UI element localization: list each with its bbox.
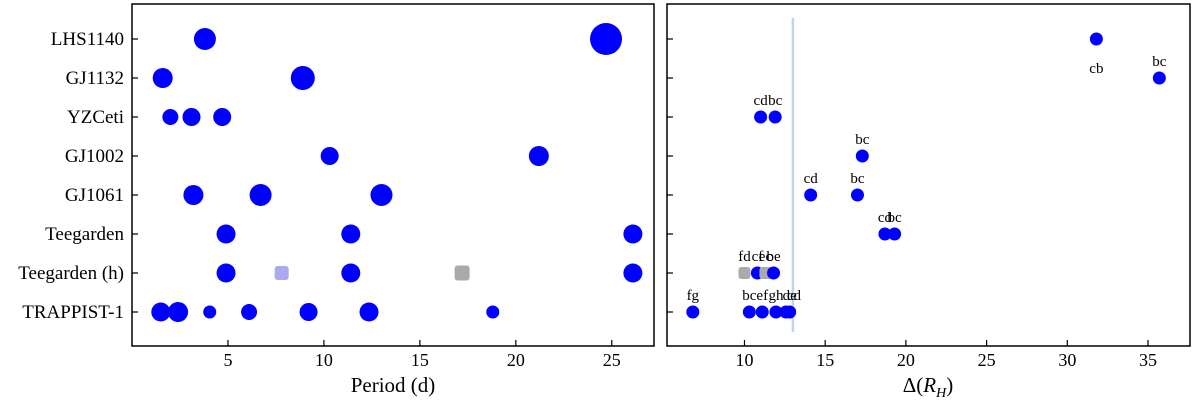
- x-tick-label: 25: [978, 350, 996, 370]
- pair-marker: [686, 305, 700, 319]
- planet-marker: [216, 263, 236, 283]
- system-label: Teegarden: [45, 224, 124, 245]
- pair-marker: [850, 188, 864, 202]
- x-tick-label: 15: [816, 350, 834, 370]
- hypothetical-planet-marker: [454, 265, 470, 281]
- planet-marker: [203, 305, 217, 319]
- pair-marker: [888, 227, 902, 241]
- planet-marker: [193, 28, 216, 50]
- pair-label: be: [766, 249, 781, 265]
- pair-marker: [878, 227, 892, 241]
- pair-label: bc: [742, 288, 757, 304]
- pair-label: bc: [855, 132, 870, 148]
- planet-marker: [213, 108, 232, 126]
- planet-marker: [341, 263, 361, 283]
- x-tick-label: 30: [1058, 350, 1076, 370]
- right-panel-frame: [666, 3, 1191, 347]
- system-label: GJ1002: [65, 146, 124, 167]
- planet-marker: [241, 304, 258, 320]
- pair-label: cd: [878, 210, 893, 226]
- pair-label: de: [783, 288, 798, 304]
- pair-label: cd: [754, 93, 769, 109]
- pair-label: cb: [1089, 61, 1103, 77]
- pair-marker: [767, 266, 781, 280]
- pair-label: bc: [888, 210, 903, 226]
- planet-marker: [182, 108, 201, 126]
- system-label: YZCeti: [67, 107, 124, 128]
- pair-label: cd: [804, 171, 819, 187]
- left-panel: LHS1140 GJ1132 YZCeti GJ1002 GJ1061 Teegarden…: [18, 23, 643, 370]
- planet-marker: [623, 263, 643, 283]
- left-x-axis-label: Period (d): [351, 373, 436, 397]
- x-tick-label: 10: [735, 350, 753, 370]
- pair-marker: [754, 110, 768, 124]
- pair-marker: [769, 305, 783, 319]
- hypothetical-pair-marker: [738, 267, 751, 279]
- planet-marker: [249, 184, 272, 206]
- pair-label: fd: [738, 249, 751, 265]
- system-label: TRAPPIST-1: [22, 302, 124, 323]
- system-label: GJ1061: [65, 185, 124, 206]
- planet-marker: [359, 302, 379, 322]
- hypothetical-planet-marker: [274, 266, 289, 280]
- pair-label: ef: [756, 288, 768, 304]
- pair-marker: [768, 110, 782, 124]
- planet-marker: [152, 68, 173, 88]
- planet-marker: [151, 302, 171, 322]
- pair-label: bc: [768, 93, 783, 109]
- right-x-axis-label: Δ(RH): [903, 373, 953, 401]
- planet-marker: [486, 305, 500, 319]
- pair-marker: [804, 188, 818, 202]
- planet-marker: [590, 23, 623, 55]
- planet-marker: [290, 66, 315, 90]
- pair-label: cf: [752, 249, 764, 265]
- planet-marker: [216, 224, 236, 244]
- planet-marker: [623, 224, 643, 244]
- planet-marker: [183, 185, 204, 205]
- planet-marker: [528, 146, 549, 166]
- pair-label: fg: [687, 288, 700, 304]
- pair-label: cd: [787, 288, 802, 304]
- pair-label: gh: [768, 288, 784, 304]
- system-label: LHS1140: [51, 29, 124, 50]
- system-label: Teegarden (h): [18, 263, 124, 284]
- pair-label: bc: [1152, 54, 1167, 70]
- planet-marker: [320, 147, 339, 165]
- planet-marker: [370, 184, 393, 206]
- system-label: GJ1132: [66, 68, 124, 89]
- x-tick-label: 20: [507, 350, 525, 370]
- x-tick-label: 35: [1139, 350, 1157, 370]
- pair-marker: [779, 305, 793, 319]
- pair-label: ec: [759, 249, 773, 265]
- pair-marker: [855, 149, 869, 163]
- left-panel-frame: [131, 3, 655, 347]
- planet-marker: [162, 109, 179, 125]
- pair-marker: [755, 305, 769, 319]
- pair-marker: [742, 305, 756, 319]
- pair-marker: [1152, 71, 1166, 85]
- pair-label: bc: [850, 171, 865, 187]
- x-tick-label: 15: [411, 350, 429, 370]
- x-tick-label: 25: [603, 350, 621, 370]
- x-tick-label: 10: [315, 350, 333, 370]
- planet-marker: [168, 302, 189, 322]
- x-tick-label: 20: [897, 350, 915, 370]
- x-tick-label: 5: [223, 350, 232, 370]
- pair-marker: [1089, 32, 1103, 46]
- planet-marker: [341, 224, 361, 244]
- planet-marker: [299, 303, 318, 321]
